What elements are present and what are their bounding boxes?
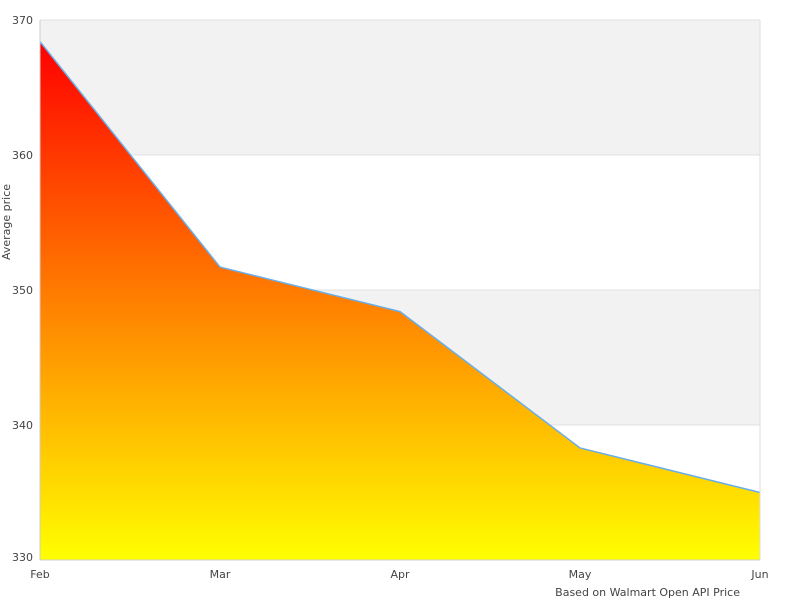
- y-tick-label: 370: [12, 14, 33, 27]
- y-tick-label: 360: [12, 149, 33, 162]
- y-tick-label: 350: [12, 284, 33, 297]
- series-line: [39, 41, 761, 494]
- x-tick-label: Jun: [750, 568, 768, 581]
- y-axis-title: Average price: [0, 184, 13, 260]
- credit-text: Based on Walmart Open API Price: [555, 586, 740, 599]
- x-tick-label: Mar: [210, 568, 231, 581]
- y-tick-label: 340: [12, 419, 33, 432]
- x-tick-label: May: [569, 568, 592, 581]
- x-tick-label: Apr: [390, 568, 410, 581]
- area-fill: [40, 41, 760, 561]
- y-tick-label: 330: [12, 551, 33, 564]
- x-tick-label: Feb: [30, 568, 49, 581]
- grid-band: [40, 20, 760, 155]
